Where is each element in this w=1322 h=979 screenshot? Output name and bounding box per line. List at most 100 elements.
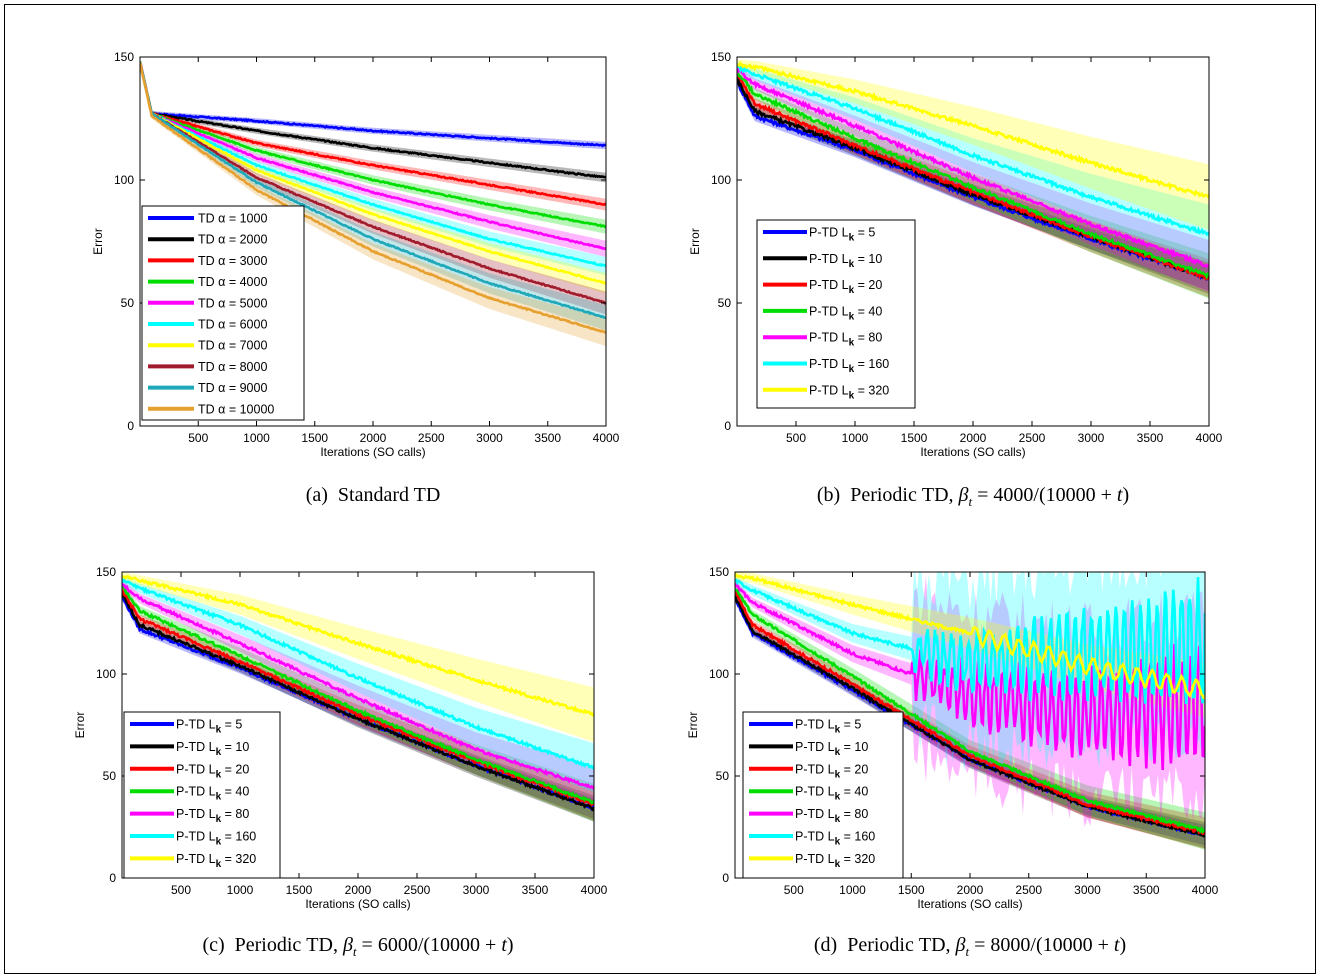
xtick-label-b-6: 3500 bbox=[1137, 431, 1164, 445]
xtick-label-a-7: 4000 bbox=[593, 431, 620, 445]
series-line-d-1 bbox=[735, 595, 1205, 838]
xtick-label-a-5: 3000 bbox=[476, 431, 503, 445]
series-line-c-1 bbox=[122, 593, 594, 812]
legend-label-a-6: TD α = 7000 bbox=[198, 339, 267, 353]
legend-label-a-2: TD α = 3000 bbox=[198, 254, 267, 268]
series-line-b-3 bbox=[737, 70, 1209, 280]
ytick-label-b-1: 50 bbox=[718, 296, 732, 310]
xlabel-b: Iterations (SO calls) bbox=[920, 445, 1025, 459]
legend-label-a-9: TD α = 10000 bbox=[198, 402, 274, 416]
series-line-d-6 bbox=[735, 572, 1205, 700]
legend-d: P-TD Lk = 5 P-TD Lk = 10 P-TD Lk = 20 P-TD … bbox=[742, 711, 904, 879]
series-line-b-1 bbox=[737, 77, 1209, 280]
xtick-label-a-2: 1500 bbox=[301, 431, 328, 445]
xtick-label-d-4: 2500 bbox=[1015, 883, 1042, 897]
xtick-label-d-0: 500 bbox=[784, 883, 804, 897]
ylabel-c: Error bbox=[73, 712, 87, 739]
legend-label-b-5: P-TD Lk = 160 bbox=[809, 357, 889, 375]
series-line-a-5 bbox=[140, 61, 606, 268]
legend-box-d bbox=[742, 711, 904, 879]
series-line-a-4 bbox=[140, 62, 606, 251]
caption-a: (a) Standard TD bbox=[305, 484, 441, 506]
xtick-label-b-7: 4000 bbox=[1196, 431, 1223, 445]
legend-b: P-TD Lk = 5 P-TD Lk = 10 P-TD Lk = 20 P-TD … bbox=[756, 219, 916, 409]
legend-label-c-3: P-TD Lk = 40 bbox=[176, 785, 249, 803]
ytick-label-b-3: 150 bbox=[711, 50, 731, 64]
xtick-label-b-0: 500 bbox=[786, 431, 806, 445]
band-d-4 bbox=[735, 575, 1205, 828]
ytick-label-b-2: 100 bbox=[711, 173, 731, 187]
legend-a: TD α = 1000 TD α = 2000 TD α = 3000 TD α = … bbox=[141, 205, 305, 421]
legend-label-a-1: TD α = 2000 bbox=[198, 233, 267, 247]
legend-label-d-0: P-TD Lk = 5 bbox=[795, 718, 861, 736]
panel-a-standard-td: 500 1000 1500 2000 2500 3000 3500 4000 0 50 100 150… bbox=[91, 50, 620, 459]
legend-label-c-1: P-TD Lk = 10 bbox=[176, 740, 249, 758]
xtick-label-b-3: 2000 bbox=[960, 431, 987, 445]
legend-label-d-2: P-TD Lk = 20 bbox=[795, 762, 868, 780]
plot-area-d bbox=[735, 572, 1205, 850]
xtick-label-c-2: 1500 bbox=[286, 883, 313, 897]
xtick-label-b-2: 1500 bbox=[901, 431, 928, 445]
band-a-3 bbox=[140, 59, 606, 234]
band-b-5 bbox=[737, 61, 1209, 264]
legend-box-a bbox=[141, 205, 305, 421]
xtick-label-d-6: 3500 bbox=[1133, 883, 1160, 897]
legend-label-b-3: P-TD Lk = 40 bbox=[809, 304, 882, 322]
series-line-a-0 bbox=[140, 61, 606, 148]
caption-c: (c) Periodic TD, βt = 6000/(10000 + t) bbox=[202, 934, 514, 959]
legend-label-a-8: TD α = 9000 bbox=[198, 381, 267, 395]
legend-label-b-1: P-TD Lk = 10 bbox=[809, 252, 882, 270]
series-line-c-5 bbox=[122, 578, 594, 770]
legend-label-b-6: P-TD Lk = 320 bbox=[809, 383, 889, 401]
legend-label-b-2: P-TD Lk = 20 bbox=[809, 278, 882, 296]
ytick-label-c-1: 50 bbox=[103, 769, 117, 783]
legend-label-a-3: TD α = 4000 bbox=[198, 275, 267, 289]
series-line-b-5 bbox=[737, 64, 1209, 236]
xtick-label-a-1: 1000 bbox=[243, 431, 270, 445]
panel-d-periodic-td-8000: 500 1000 1500 2000 2500 3000 3500 4000 0 50 100 150… bbox=[686, 565, 1219, 911]
panel-b-periodic-td-4000: 500 1000 1500 2000 2500 3000 3500 4000 0 50 100 150… bbox=[688, 50, 1223, 459]
legend-label-c-2: P-TD Lk = 20 bbox=[176, 762, 249, 780]
ytick-label-b-0: 0 bbox=[724, 419, 731, 433]
legend-label-a-0: TD α = 1000 bbox=[198, 212, 267, 226]
band-c-4 bbox=[122, 580, 594, 810]
xtick-label-d-3: 2000 bbox=[957, 883, 984, 897]
xtick-label-d-1: 1000 bbox=[839, 883, 866, 897]
legend-label-b-0: P-TD Lk = 5 bbox=[809, 226, 875, 244]
xlabel-d: Iterations (SO calls) bbox=[917, 897, 1022, 911]
caption-b: (b) Periodic TD, βt = 4000/(10000 + t) bbox=[816, 484, 1130, 509]
xtick-label-c-3: 2000 bbox=[345, 883, 372, 897]
xtick-label-c-6: 3500 bbox=[522, 883, 549, 897]
series-line-d-3 bbox=[735, 588, 1205, 835]
ytick-label-d-0: 0 bbox=[722, 871, 729, 885]
plot-area-a bbox=[140, 59, 606, 347]
figure-frame bbox=[4, 4, 1316, 974]
legend-label-d-3: P-TD Lk = 40 bbox=[795, 785, 868, 803]
series-line-a-9 bbox=[140, 62, 606, 334]
legend-box-c bbox=[123, 711, 281, 879]
xlabel-c: Iterations (SO calls) bbox=[305, 897, 410, 911]
xtick-label-b-1: 1000 bbox=[842, 431, 869, 445]
xtick-label-a-6: 3500 bbox=[534, 431, 561, 445]
legend-label-d-4: P-TD Lk = 80 bbox=[795, 807, 868, 825]
xtick-label-d-5: 3000 bbox=[1074, 883, 1101, 897]
series-line-a-2 bbox=[140, 61, 606, 206]
series-line-d-2 bbox=[735, 591, 1205, 836]
ytick-label-a-2: 100 bbox=[114, 173, 134, 187]
legend-label-c-0: P-TD Lk = 5 bbox=[176, 718, 242, 736]
xtick-label-a-0: 500 bbox=[188, 431, 208, 445]
plot-area-b bbox=[737, 59, 1209, 299]
xtick-label-b-5: 3000 bbox=[1078, 431, 1105, 445]
panel-c-periodic-td-6000: 500 1000 1500 2000 2500 3000 3500 4000 0 50 100 150… bbox=[73, 565, 608, 911]
series-line-d-5 bbox=[735, 577, 1205, 704]
series-line-c-6 bbox=[122, 574, 594, 717]
xlabel-a: Iterations (SO calls) bbox=[320, 445, 425, 459]
ytick-label-a-1: 50 bbox=[121, 296, 135, 310]
ytick-label-c-2: 100 bbox=[96, 667, 116, 681]
legend-label-b-4: P-TD Lk = 80 bbox=[809, 331, 882, 349]
ytick-label-c-3: 150 bbox=[96, 565, 116, 579]
legend-label-a-4: TD α = 5000 bbox=[198, 296, 267, 310]
band-c-6 bbox=[122, 572, 594, 743]
band-c-5 bbox=[122, 576, 594, 793]
band-a-1 bbox=[140, 59, 606, 183]
